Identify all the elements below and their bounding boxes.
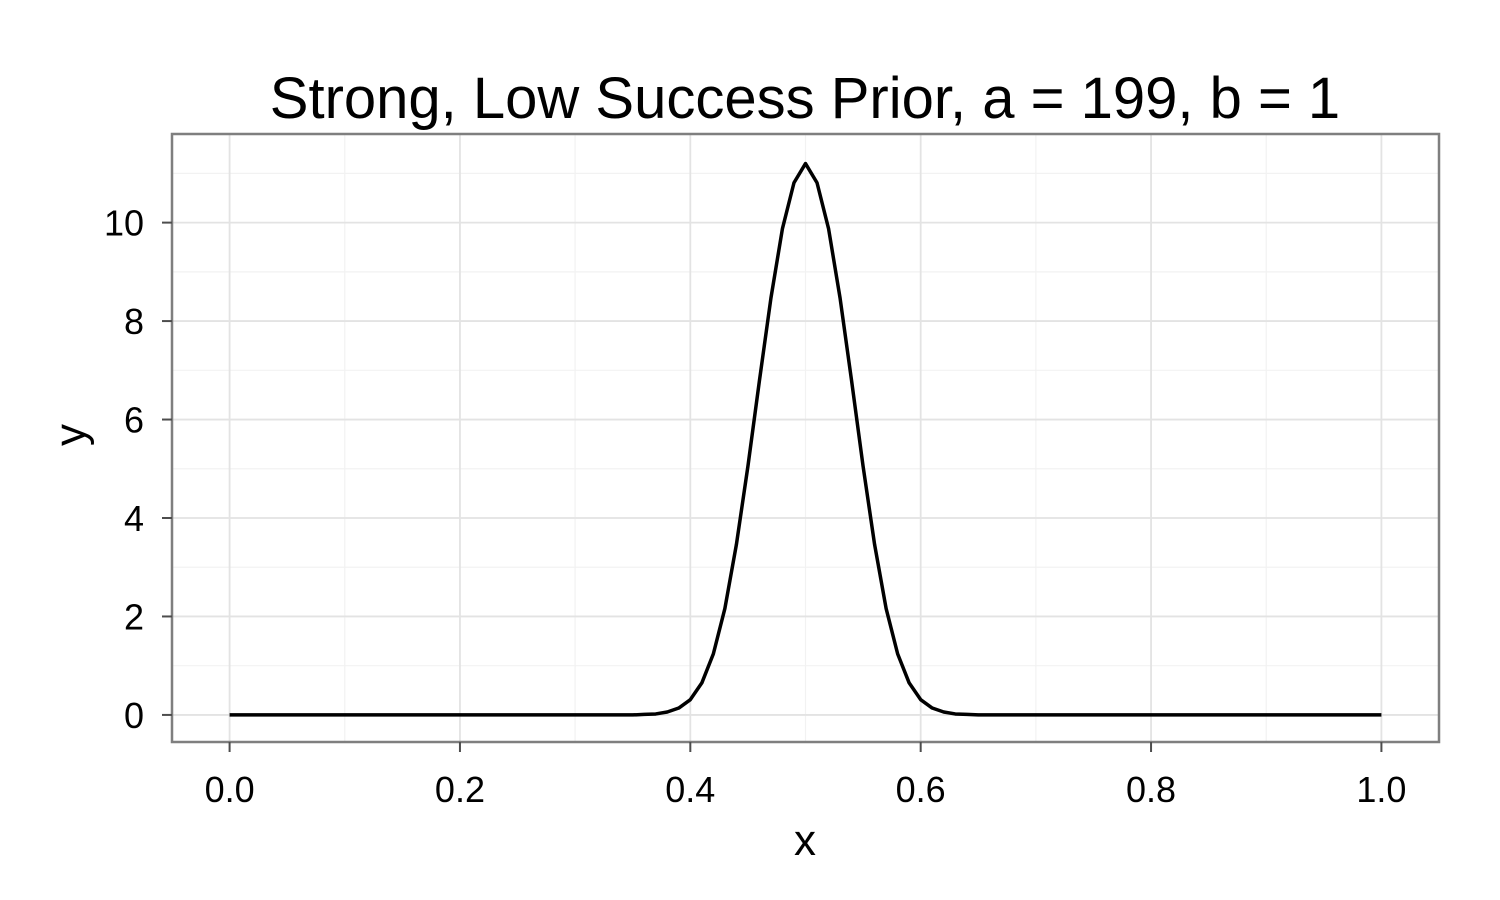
plot-panel-border	[170, 132, 1441, 744]
x-axis-label: x	[794, 816, 816, 865]
x-tick-label: 0.4	[665, 769, 715, 810]
x-tick-label: 0.6	[896, 769, 946, 810]
y-tick-label: 6	[124, 400, 144, 441]
y-tick-label: 10	[104, 203, 144, 244]
x-tick-label: 0.2	[435, 769, 485, 810]
x-tick-label: 0.0	[205, 769, 255, 810]
minor-grid	[172, 134, 1439, 742]
x-tick-label: 0.8	[1126, 769, 1176, 810]
series-line	[229, 161, 1382, 717]
y-axis-label: y	[46, 424, 95, 446]
x-tick-label: 1.0	[1356, 769, 1406, 810]
y-tick-label: 0	[124, 695, 144, 736]
y-tick-label: 8	[124, 301, 144, 342]
y-tick-label: 4	[124, 498, 144, 539]
major-grid	[172, 134, 1439, 742]
x-axis-ticks: 0.0 0.2 0.4 0.6 0.8 1.0	[205, 742, 1406, 810]
y-axis-ticks: 0 2 4 6 8 10	[104, 203, 172, 736]
y-tick-label: 2	[124, 596, 144, 637]
chart-title: Strong, Low Success Prior, a = 199, b = …	[270, 66, 1340, 131]
series-layer	[229, 161, 1382, 717]
